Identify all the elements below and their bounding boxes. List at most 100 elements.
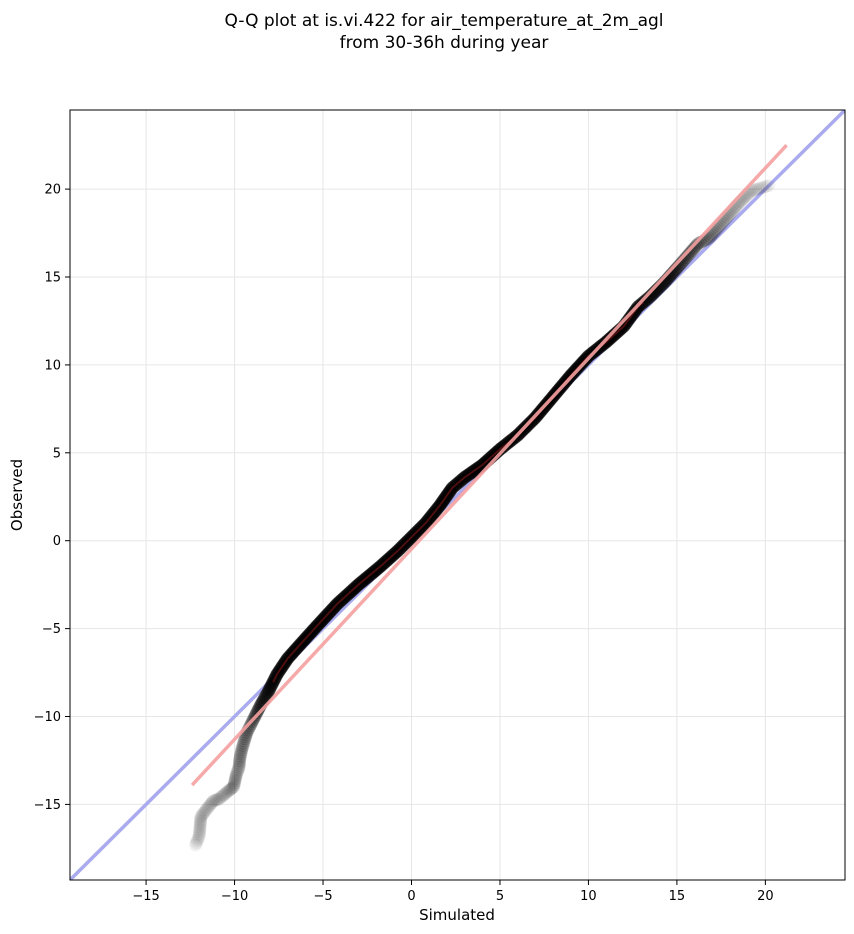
y-axis-label: Observed: [8, 459, 26, 531]
y-tick-label: −10: [34, 710, 61, 725]
quantile-point: [234, 747, 248, 761]
quantile-point: [690, 238, 704, 252]
quantile-point: [687, 242, 701, 256]
quantile-point: [225, 781, 239, 795]
quantile-point: [262, 683, 276, 697]
quantile-point: [757, 180, 771, 194]
chart-title-line-1: Q-Q plot at is.vi.422 for air_temperatur…: [224, 11, 663, 31]
quantile-point: [217, 788, 231, 802]
quantile-point: [208, 793, 222, 807]
quantile-point: [229, 770, 243, 784]
quantile-point: [233, 750, 247, 763]
quantile-point: [684, 245, 698, 259]
x-tick-label: 0: [407, 889, 415, 904]
quantile-point: [234, 745, 248, 759]
quantile-point: [206, 794, 220, 808]
quantile-point: [260, 687, 274, 701]
quantile-point: [233, 754, 247, 768]
quantile-point: [229, 768, 243, 782]
quantile-point: [230, 765, 244, 779]
quantile-point: [220, 785, 234, 799]
quantile-point: [189, 838, 203, 852]
quantile-point: [191, 831, 205, 845]
quantile-point: [760, 179, 774, 193]
x-tick-label: −10: [221, 889, 248, 904]
x-axis-label: Simulated: [419, 906, 495, 924]
quantile-point: [210, 793, 224, 807]
quantile-point: [749, 183, 763, 197]
x-tick-label: −5: [313, 889, 332, 904]
quantile-point: [762, 179, 776, 193]
quantile-point: [199, 803, 213, 817]
quantile-point: [212, 792, 226, 806]
x-axis-ticks: −15 −10 −5 0 5 10 15 20: [132, 880, 774, 904]
quantile-point: [755, 181, 769, 195]
quantile-point: [195, 808, 209, 822]
quantile-points: [189, 179, 776, 852]
quantile-point: [193, 823, 207, 837]
quantile-point: [227, 778, 241, 792]
quantile-point: [232, 758, 246, 772]
quantile-point: [203, 797, 217, 811]
quantile-point: [266, 675, 280, 689]
quantile-point: [251, 704, 265, 718]
quantile-point: [751, 182, 765, 196]
fit-line-group: [190, 143, 788, 787]
reference-line: [70, 110, 845, 880]
quantile-point: [190, 833, 204, 847]
quantile-point: [231, 763, 245, 777]
quantile-point: [228, 776, 242, 790]
quantile-point: [193, 820, 207, 834]
y-tick-label: 5: [53, 446, 61, 461]
quantile-point: [232, 760, 246, 774]
y-tick-label: 15: [44, 271, 61, 286]
x-tick-label: −15: [132, 889, 159, 904]
quantile-point: [224, 782, 238, 796]
fit-line: [190, 143, 788, 787]
quantile-point: [235, 741, 249, 755]
y-axis-ticks: −15 −10 −5 0 5 10 15 20: [34, 183, 70, 813]
quantile-point: [193, 816, 207, 830]
quantile-point: [691, 237, 705, 251]
quantile-point: [228, 772, 242, 786]
quantile-point: [243, 719, 257, 733]
quantile-point: [682, 247, 696, 261]
quantile-point: [215, 789, 229, 803]
grid-lines: [70, 110, 845, 880]
quantile-point: [232, 756, 246, 770]
quantile-point: [227, 780, 241, 794]
x-tick-label: 15: [669, 889, 686, 904]
y-tick-label: −5: [42, 622, 61, 637]
quantile-point: [219, 786, 233, 800]
quantile-point: [228, 774, 242, 788]
quantile-point: [190, 836, 204, 850]
quantile-point: [222, 783, 236, 797]
y-tick-label: 10: [44, 358, 61, 373]
y-tick-label: −15: [34, 798, 61, 813]
quantile-point: [264, 679, 278, 693]
quantile-point: [753, 181, 767, 195]
quantile-point: [685, 244, 699, 258]
quantile-point: [681, 249, 695, 263]
quantile-point: [192, 827, 206, 841]
quantile-point: [237, 734, 251, 748]
y-tick-label: 20: [44, 183, 61, 198]
x-tick-label: 10: [580, 889, 597, 904]
quantile-point: [194, 812, 208, 826]
plot-area: [70, 110, 845, 880]
quantile-point: [640, 292, 654, 306]
x-tick-label: 5: [496, 889, 504, 904]
quantile-point: [688, 240, 702, 254]
reference-line-group: [70, 110, 845, 880]
quantile-point: [192, 829, 206, 843]
quantile-point: [193, 818, 207, 832]
quantile-point: [235, 743, 249, 757]
quantile-point: [198, 804, 212, 818]
quantile-point: [194, 814, 208, 828]
plot-frame: [69, 109, 846, 881]
quantile-point: [263, 681, 277, 695]
quantile-point: [197, 806, 211, 820]
quantile-point: [233, 752, 247, 766]
quantile-point: [202, 799, 216, 813]
